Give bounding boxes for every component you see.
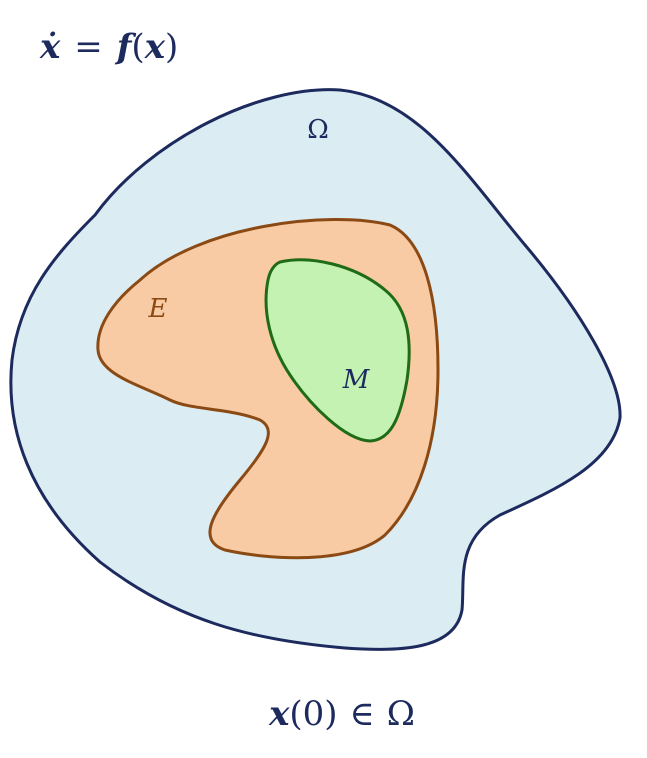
label-e: E — [148, 294, 168, 324]
eq-equals: = — [74, 27, 103, 67]
eq-open-paren: ( — [131, 27, 144, 67]
cond-var: x — [268, 694, 290, 734]
cond-set: Ω — [387, 694, 415, 734]
cond-arg: (0) — [289, 694, 337, 734]
region-m — [264, 258, 411, 443]
eq-lhs: ẋ — [39, 27, 61, 67]
label-omega: Ω — [307, 115, 329, 145]
eq-func: f — [115, 27, 137, 67]
title-equation: ẋ = f(x) — [39, 27, 178, 67]
cond-member: ∈ — [350, 694, 375, 734]
label-m: M — [342, 365, 371, 395]
eq-close-paren: ) — [165, 27, 178, 67]
eq-var: x — [144, 27, 166, 67]
condition-equation: x(0) ∈ Ω — [268, 694, 415, 734]
